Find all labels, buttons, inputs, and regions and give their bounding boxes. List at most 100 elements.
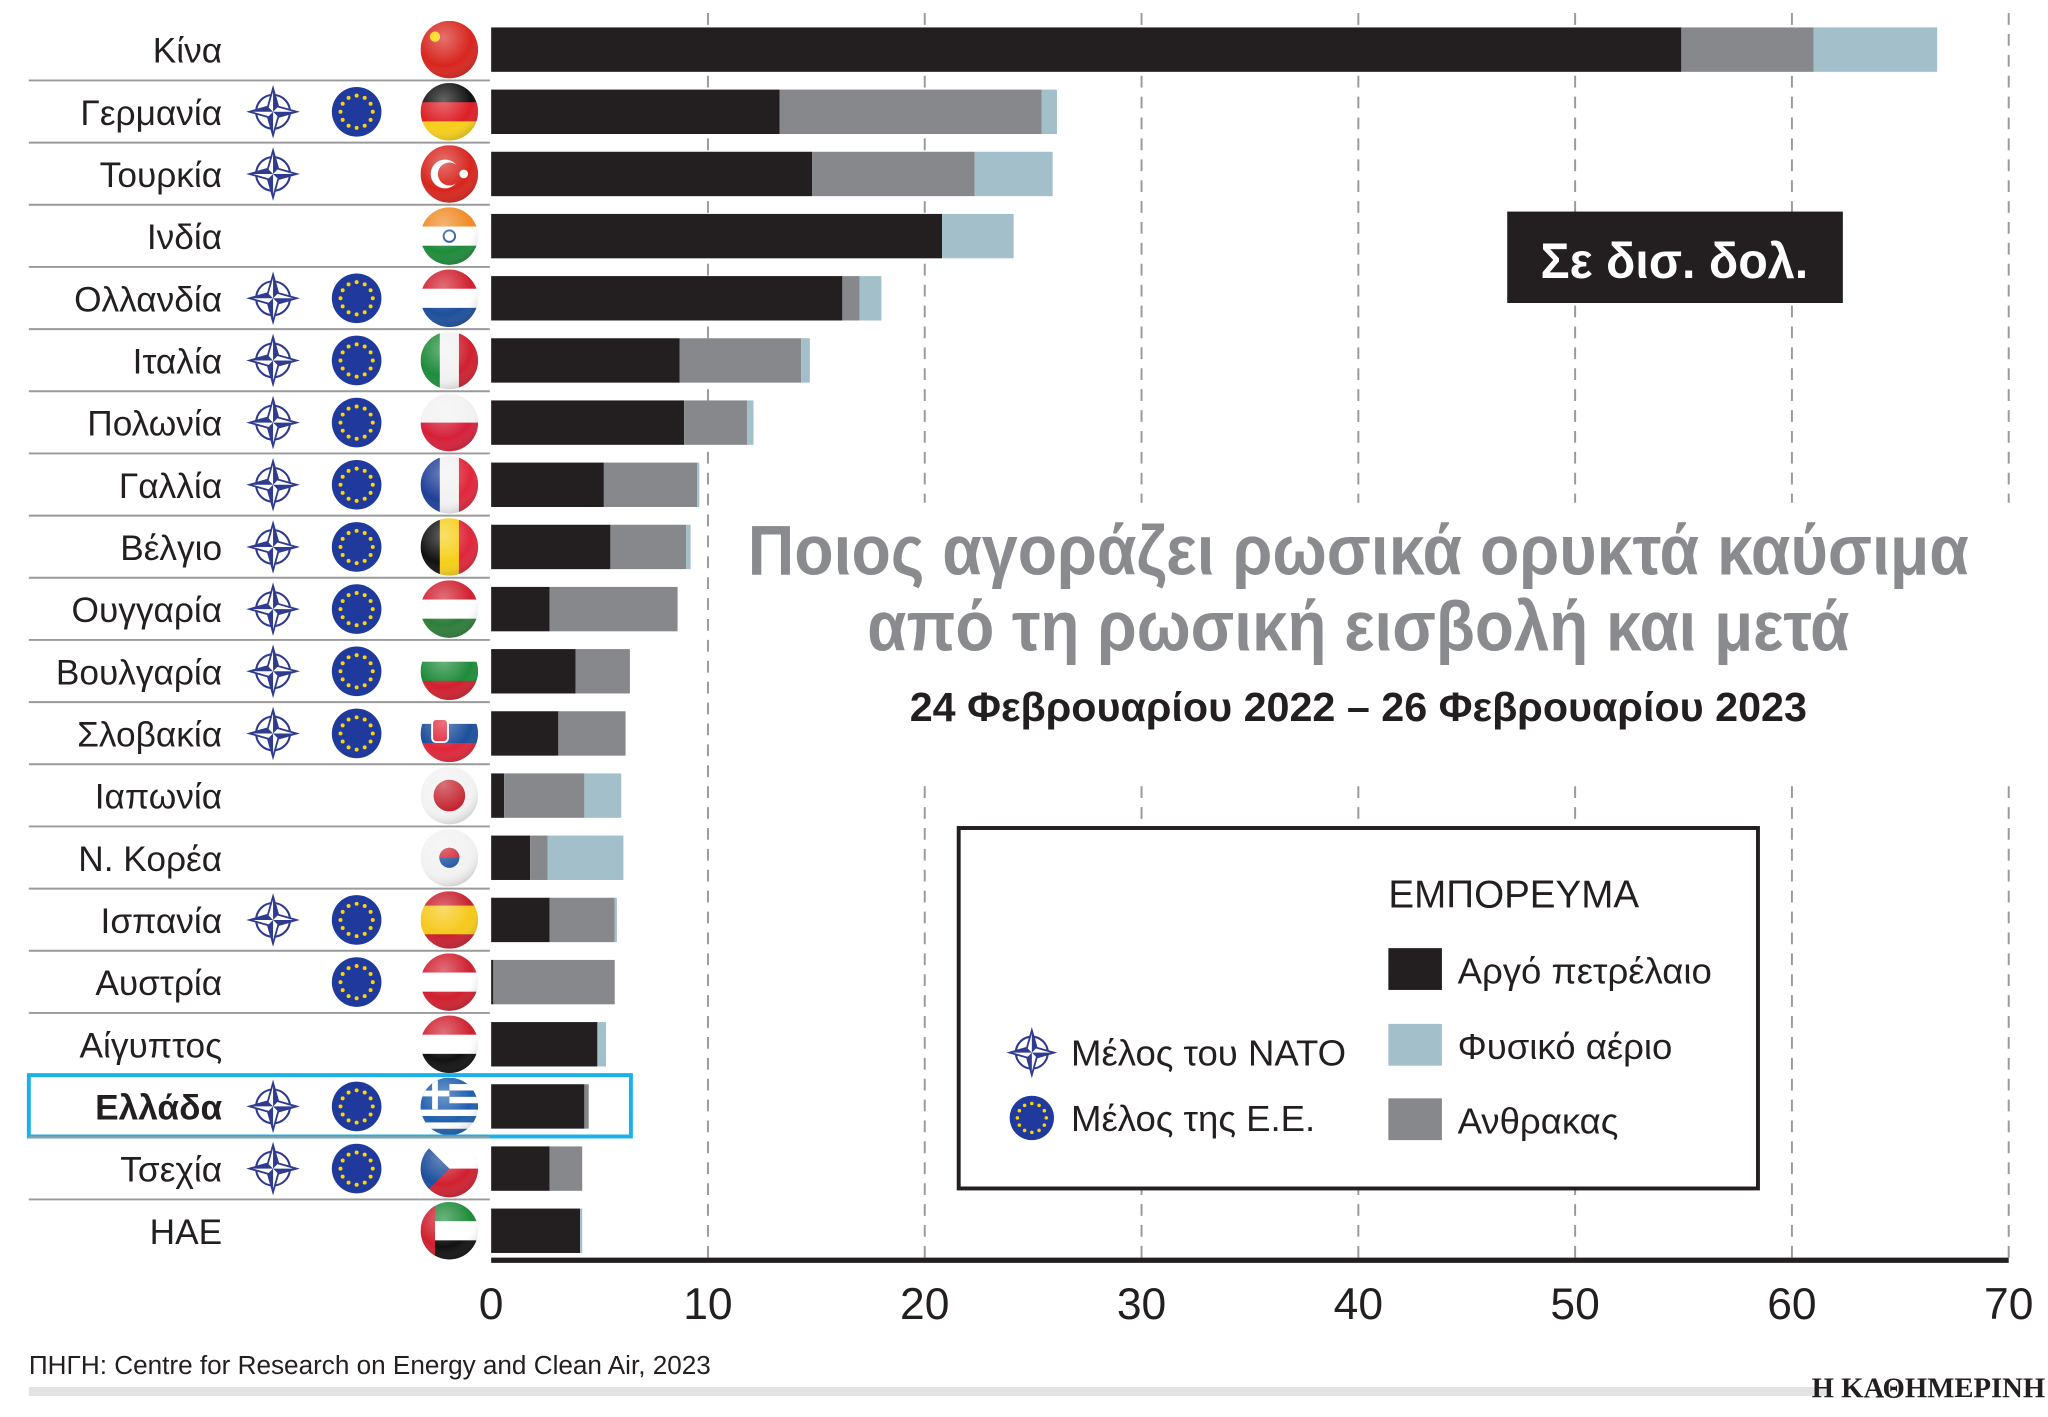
country-row: Γαλλία bbox=[28, 452, 700, 514]
legend: ΕΜΠΟΡΕΥΜΑ Αργό πετρέλαιο Φυσικό αέριο Αν… bbox=[956, 826, 1760, 1191]
eu-icon bbox=[331, 708, 382, 759]
china-flag-icon bbox=[420, 20, 479, 79]
title-backdrop bbox=[731, 502, 2018, 784]
bar-segment-gas bbox=[1041, 89, 1057, 134]
country-label: Ν. Κορέα bbox=[78, 840, 222, 879]
unit-badge: Σε δισ. δολ. bbox=[1507, 211, 1843, 303]
bar-segment-oil bbox=[491, 1208, 581, 1253]
bar-segment-gas bbox=[801, 338, 810, 383]
bar-segment-gas bbox=[942, 213, 1014, 259]
hungary-flag-icon bbox=[420, 580, 479, 638]
source-note: ΠΗΓΗ: Centre for Research on Energy and … bbox=[29, 1350, 711, 1380]
bar-segment-coal bbox=[530, 835, 548, 880]
eu-icon bbox=[331, 335, 382, 386]
country-label: Τουρκία bbox=[100, 156, 222, 195]
eu-icon bbox=[331, 584, 382, 634]
country-row: Ν. Κορέα bbox=[28, 825, 624, 887]
chart-title-line-2: από τη ρωσική εισβολή και μετά bbox=[867, 586, 1849, 665]
country-label: Ολλανδία bbox=[74, 280, 222, 319]
country-label: Πολωνία bbox=[87, 405, 222, 444]
country-row: Ιταλία bbox=[28, 328, 810, 390]
country-row: Σλοβακία bbox=[28, 701, 626, 763]
bar-segment-coal bbox=[549, 1146, 583, 1191]
eu-icon bbox=[331, 397, 382, 448]
country-label: Ελλάδα bbox=[95, 1088, 222, 1127]
legend-swatch-gas bbox=[1388, 1023, 1442, 1066]
eu-icon bbox=[1009, 1095, 1055, 1141]
bar-segment-coal bbox=[549, 897, 615, 943]
country-label: Τσεχία bbox=[120, 1151, 222, 1190]
eu-icon bbox=[331, 86, 382, 137]
greece-flag-icon bbox=[420, 1077, 479, 1136]
france-flag-icon bbox=[420, 456, 479, 514]
legend-label-coal: Ανθρακας bbox=[1458, 1101, 1619, 1142]
country-row: Κίνα bbox=[153, 20, 1938, 79]
bar-segment-gas bbox=[686, 524, 691, 570]
nato-icon bbox=[246, 457, 300, 512]
publisher-logo: Η ΚΑΘΗΜΕΡΙΝΗ bbox=[1812, 1372, 2046, 1404]
country-label: Κίνα bbox=[153, 32, 222, 71]
bar-segment-oil bbox=[491, 89, 780, 134]
india-flag-icon bbox=[420, 207, 479, 265]
legend-swatch-coal bbox=[1388, 1098, 1442, 1141]
x-axis: 0 10 20 30 40 50 60 70 bbox=[479, 1257, 2033, 1329]
country-row: Ισπανία bbox=[28, 887, 617, 949]
x-tick-label: 60 bbox=[1767, 1280, 1816, 1329]
country-label: Ιαπωνία bbox=[95, 778, 222, 817]
nato-icon bbox=[246, 333, 300, 388]
south-korea-flag-icon bbox=[420, 829, 479, 887]
country-label: ΗΑΕ bbox=[150, 1213, 222, 1252]
x-tick-label: 70 bbox=[1984, 1280, 2033, 1329]
bar-segment-oil bbox=[491, 400, 685, 445]
bar-segment-oil bbox=[491, 959, 494, 1005]
x-tick-label: 40 bbox=[1334, 1280, 1383, 1329]
nato-icon bbox=[1006, 1027, 1058, 1079]
czechia-flag-icon bbox=[420, 1139, 479, 1198]
country-label: Σλοβακία bbox=[77, 716, 222, 755]
bar-segment-gas bbox=[859, 276, 882, 321]
x-tick-label: 50 bbox=[1550, 1280, 1599, 1329]
eu-icon bbox=[331, 895, 382, 945]
bar-segment-oil bbox=[491, 586, 550, 632]
bar-segment-gas bbox=[697, 462, 700, 507]
bar-segment-gas bbox=[746, 400, 754, 445]
eu-icon bbox=[331, 1143, 382, 1194]
bar-segment-oil bbox=[491, 213, 943, 259]
bar-segment-coal bbox=[779, 89, 1042, 134]
bar-segment-gas bbox=[614, 897, 617, 943]
bar-segment-coal bbox=[575, 649, 630, 694]
bar-segment-coal bbox=[493, 959, 615, 1005]
turkey-flag-icon bbox=[420, 145, 479, 203]
netherlands-flag-icon bbox=[420, 269, 479, 328]
legend-label-gas: Φυσικό αέριο bbox=[1458, 1026, 1673, 1067]
legend-swatch-oil bbox=[1388, 948, 1442, 990]
country-row: Τσεχία bbox=[28, 1136, 583, 1198]
bar-segment-coal bbox=[610, 524, 687, 570]
nato-icon bbox=[246, 84, 300, 139]
legend-label-oil: Αργό πετρέλαιο bbox=[1458, 950, 1712, 991]
bar-segment-coal bbox=[684, 400, 747, 445]
belgium-flag-icon bbox=[420, 518, 479, 576]
legend-label-nato: Μέλος του ΝΑΤΟ bbox=[1071, 1033, 1346, 1074]
bar-segment-oil bbox=[491, 27, 1682, 72]
austria-flag-icon bbox=[420, 953, 479, 1011]
country-label: Βέλγιο bbox=[120, 529, 222, 568]
x-tick-label: 20 bbox=[900, 1280, 949, 1329]
eu-icon bbox=[331, 957, 382, 1007]
country-row: Γερμανία bbox=[28, 79, 1057, 141]
slovakia-flag-icon bbox=[420, 704, 479, 763]
bar-segment-oil bbox=[491, 338, 680, 383]
bar-segment-oil bbox=[491, 524, 611, 570]
unit-label: Σε δισ. δολ. bbox=[1541, 233, 1809, 289]
eu-icon bbox=[331, 459, 382, 510]
bar-segment-gas bbox=[1813, 27, 1938, 72]
x-tick-label: 30 bbox=[1117, 1280, 1166, 1329]
bar-segment-gas bbox=[597, 1022, 607, 1067]
egypt-flag-icon bbox=[420, 1015, 479, 1074]
uae-flag-icon bbox=[420, 1202, 479, 1260]
chart-title-line-1: Ποιος αγοράζει ρωσικά ορυκτά καύσιμα bbox=[748, 511, 1969, 590]
country-row: Ινδία bbox=[28, 203, 1014, 265]
nato-icon bbox=[246, 582, 300, 636]
country-rows: Κίνα Γερμανία Τουρκία Ινδία Ολλανδία Ιταλία Πο… bbox=[26, 20, 1938, 1260]
